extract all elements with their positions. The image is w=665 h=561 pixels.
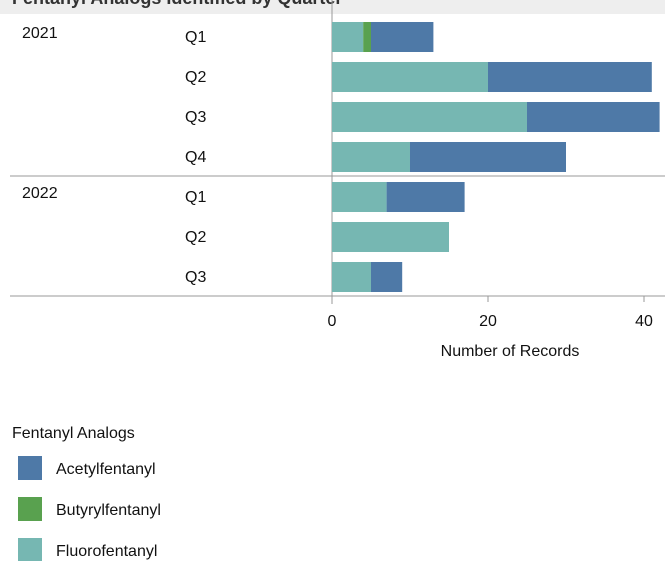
- quarter-label: Q3: [185, 109, 206, 126]
- bar-fluorofentanyl-2022-q1: [332, 182, 387, 212]
- bar-fluorofentanyl-2021-q4: [332, 142, 410, 172]
- bar-fluorofentanyl-2022-q3: [332, 262, 371, 292]
- legend-title: Fentanyl Analogs: [12, 425, 135, 442]
- quarter-label: Q2: [185, 69, 206, 86]
- bar-acetylfentanyl-2022-q1: [386, 182, 465, 212]
- year-label: 2022: [22, 185, 58, 202]
- legend-swatch-butyrylfentanyl: [18, 497, 42, 521]
- year-label: 2021: [22, 25, 58, 42]
- bar-fluorofentanyl-2021-q1: [332, 22, 364, 52]
- chart-title: Fentanyl Analogs Identified by Quarter: [12, 0, 342, 9]
- x-tick-label: 40: [635, 313, 653, 330]
- quarter-label: Q4: [185, 149, 206, 166]
- x-axis-title: Number of Records: [441, 343, 580, 360]
- bar-butyrylfentanyl-2021-q1: [363, 22, 371, 52]
- bar-acetylfentanyl-2021-q3: [527, 102, 660, 132]
- bar-acetylfentanyl-2021-q1: [371, 22, 434, 52]
- bar-acetylfentanyl-2021-q4: [410, 142, 566, 172]
- x-tick-label: 20: [479, 313, 497, 330]
- quarter-label: Q3: [185, 269, 206, 286]
- quarter-label: Q1: [185, 29, 206, 46]
- legend-swatch-fluorofentanyl: [18, 538, 42, 561]
- legend-swatch-acetylfentanyl: [18, 456, 42, 480]
- legend-label-fluorofentanyl: Fluorofentanyl: [56, 543, 157, 560]
- quarter-label: Q1: [185, 189, 206, 206]
- legend-label-butyrylfentanyl: Butyrylfentanyl: [56, 502, 161, 519]
- bar-acetylfentanyl-2022-q3: [371, 262, 403, 292]
- bar-fluorofentanyl-2021-q3: [332, 102, 527, 132]
- x-tick-label: 0: [328, 313, 337, 330]
- quarter-label: Q2: [185, 229, 206, 246]
- bar-fluorofentanyl-2022-q2: [332, 222, 449, 252]
- bar-fluorofentanyl-2021-q2: [332, 62, 488, 92]
- bar-acetylfentanyl-2021-q2: [488, 62, 652, 92]
- legend-label-acetylfentanyl: Acetylfentanyl: [56, 461, 156, 478]
